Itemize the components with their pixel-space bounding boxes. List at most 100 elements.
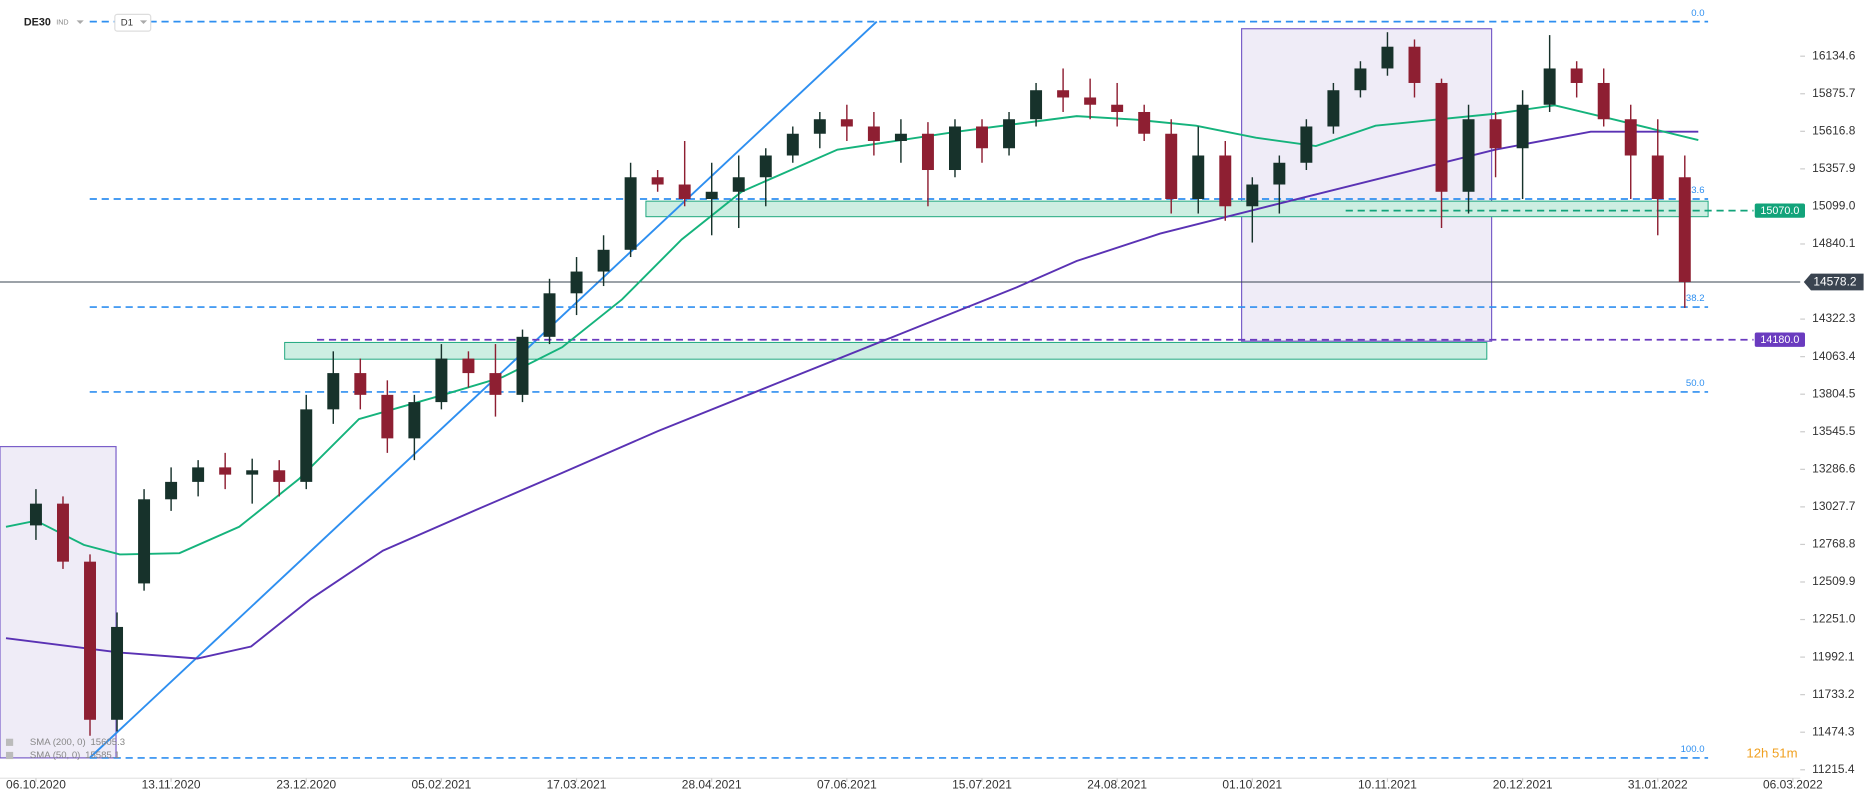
price-tag-label: 14578.2 <box>1813 275 1857 289</box>
fib-label: 23.6 <box>1686 185 1705 196</box>
zone[interactable] <box>284 341 1488 360</box>
y-tick-label: 11215.4 <box>1812 762 1855 776</box>
x-tick-label: 28.04.2021 <box>682 778 742 792</box>
candle-body <box>732 177 745 192</box>
candle-body <box>273 470 286 482</box>
y-tick-label: 12768.8 <box>1812 537 1856 551</box>
candle-body <box>219 467 232 475</box>
candle-body <box>111 626 124 720</box>
candle-body <box>570 271 583 294</box>
dropdown-arrow[interactable] <box>139 20 148 24</box>
trend-line[interactable] <box>89 20 878 759</box>
candle-body <box>786 133 799 156</box>
y-tick-label: 13804.5 <box>1812 386 1856 400</box>
interval[interactable]: D1 <box>121 17 133 28</box>
candle-body <box>381 394 394 439</box>
candle-body <box>516 336 529 395</box>
candle-body <box>300 409 313 482</box>
legend-value: 15605.3 <box>90 737 125 748</box>
x-tick-label: 13.11.2020 <box>142 778 201 792</box>
range-box[interactable] <box>0 445 117 759</box>
candle-body <box>1246 184 1259 207</box>
candle-body <box>165 481 178 500</box>
price-tag <box>1754 332 1805 347</box>
candle-body <box>29 503 42 526</box>
candle-body <box>543 293 556 337</box>
candle-body <box>678 184 691 200</box>
candle-body <box>1327 90 1340 127</box>
fib-label: 100.0 <box>1681 744 1705 755</box>
y-tick-label: 15616.8 <box>1812 123 1856 137</box>
y-tick-label: 12251.0 <box>1812 612 1856 626</box>
candle-body <box>1111 104 1124 112</box>
candle-body <box>921 133 934 171</box>
y-tick-label: 11992.1 <box>1812 649 1855 663</box>
y-tick-label: 14322.3 <box>1812 311 1856 325</box>
candle-body <box>948 126 961 171</box>
candle-body <box>1273 162 1286 185</box>
market: IND <box>56 19 68 27</box>
y-tick-label: 16134.6 <box>1812 48 1856 62</box>
candle-body <box>1678 177 1691 282</box>
candle-body <box>1624 119 1637 156</box>
x-tick-label: 10.11.2021 <box>1358 778 1417 792</box>
candle-body <box>408 402 421 439</box>
candle-body <box>1084 97 1097 105</box>
candle-body <box>1219 155 1232 207</box>
dropdown-arrow[interactable] <box>76 20 84 24</box>
y-tick-label: 15875.7 <box>1812 86 1856 100</box>
candle-body <box>192 467 205 482</box>
y-tick-label: 13545.5 <box>1812 424 1856 438</box>
candle-body <box>462 358 475 374</box>
candle-body <box>354 373 367 395</box>
y-tick-label: 13027.7 <box>1812 499 1856 513</box>
x-tick-label: 31.01.2022 <box>1628 778 1688 792</box>
candle-body <box>1489 119 1502 149</box>
candle-body <box>1003 119 1016 149</box>
price-tag-label: 15070.0 <box>1760 205 1799 217</box>
candle-body <box>56 503 69 562</box>
candle-body <box>489 373 502 395</box>
fib-label: 38.2 <box>1686 293 1705 304</box>
x-tick-label: 05.02.2021 <box>412 778 472 792</box>
candle-body <box>597 249 610 272</box>
candle-body <box>1597 82 1610 120</box>
candle-body <box>1651 155 1664 200</box>
price-tag-label: 14180.0 <box>1760 334 1799 346</box>
candle-body <box>976 126 988 149</box>
legend-name: SMA (200, 0) <box>30 737 86 748</box>
candle-body <box>1570 68 1583 83</box>
candle-body <box>1516 104 1529 149</box>
candle-body <box>1300 126 1313 163</box>
candle-body <box>867 126 880 141</box>
x-tick-label: 23.12.2020 <box>276 778 336 792</box>
candle-body <box>840 119 853 127</box>
range-box[interactable] <box>1241 28 1493 342</box>
x-tick-label: 01.10.2021 <box>1222 778 1282 792</box>
candle-body <box>1435 82 1448 192</box>
x-tick-label: 07.06.2021 <box>817 778 877 792</box>
sma-line <box>5 130 1699 660</box>
y-tick-label: 14063.4 <box>1812 349 1856 363</box>
candle-body <box>435 358 448 403</box>
y-tick-label: 11474.3 <box>1812 724 1855 738</box>
candle-body <box>1381 46 1394 69</box>
candle-body <box>138 499 151 584</box>
candle-body <box>651 177 664 185</box>
y-tick-label: 15099.0 <box>1812 199 1856 213</box>
candle-body <box>327 373 340 410</box>
symbol[interactable]: DE30 <box>24 17 51 29</box>
countdown: 12h 51m <box>1746 746 1797 761</box>
interval-box[interactable] <box>114 13 152 32</box>
zone[interactable] <box>645 200 1709 218</box>
candle-body <box>84 561 96 720</box>
candle-body <box>1192 155 1205 200</box>
x-tick-label: 06.10.2020 <box>6 778 66 792</box>
price-tag <box>1803 273 1864 291</box>
x-tick-label: 24.08.2021 <box>1087 778 1147 792</box>
candle-body <box>1030 90 1043 120</box>
x-tick-label: 20.12.2021 <box>1493 778 1553 792</box>
candle-body <box>1354 68 1367 91</box>
